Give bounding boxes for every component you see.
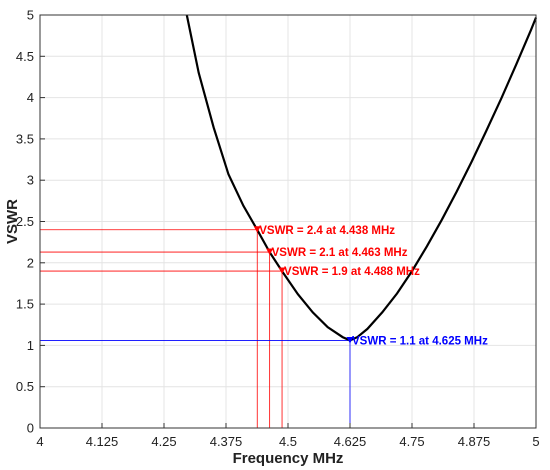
y-axis-label: VSWR <box>4 199 21 244</box>
vswr-curve <box>185 14 538 342</box>
y-tick-label: 3 <box>27 173 34 188</box>
marker-label: VSWR = 2.1 at 4.463 MHz <box>272 247 408 259</box>
x-tick-label: 4.875 <box>458 434 491 449</box>
x-tick-label: 5 <box>532 434 539 449</box>
x-tick-labels: 4 4.125 4.25 4.375 4.5 4.625 4.75 4.875 5 <box>36 423 540 449</box>
y-tick-label: 3.5 <box>16 131 34 146</box>
y-tick-label: 5 <box>27 8 34 23</box>
y-tick-label: 0 <box>27 421 34 436</box>
marker-point <box>266 248 274 256</box>
marker-point <box>278 267 286 275</box>
y-tick-label: 0.5 <box>16 379 34 394</box>
marker-label: VSWR = 1.1 at 4.625 MHz <box>352 335 488 347</box>
x-tick-label: 4.125 <box>86 434 119 449</box>
y-tick-label: 2 <box>27 255 34 270</box>
marker-label: VSWR = 2.4 at 4.438 MHz <box>259 225 395 237</box>
y-tick-label: 4.5 <box>16 49 34 64</box>
reference-lines <box>40 229 351 428</box>
x-tick-label: 4.375 <box>210 434 243 449</box>
x-tick-label: 4 <box>36 434 43 449</box>
marker-point <box>253 226 261 233</box>
x-axis-label: Frequency MHz <box>233 450 344 467</box>
y-tick-label: 1 <box>27 338 34 353</box>
x-tick-label: 4.5 <box>279 434 297 449</box>
marker-label: VSWR = 1.9 at 4.488 MHz <box>284 266 420 278</box>
y-tick-label: 2.5 <box>16 214 34 229</box>
y-tick-labels: 0 0.5 1 1.5 2 2.5 3 3.5 4 4.5 5 <box>16 8 45 436</box>
y-tick-label: 1.5 <box>16 297 34 312</box>
grid <box>39 14 537 429</box>
x-tick-label: 4.75 <box>399 434 424 449</box>
marker-annotations: VSWR = 2.4 at 4.438 MHz VSWR = 2.1 at 4.4… <box>253 225 488 347</box>
marker-point <box>346 336 354 344</box>
x-tick-label: 4.625 <box>334 434 367 449</box>
y-tick-label: 4 <box>27 90 34 105</box>
x-tick-label: 4.25 <box>151 434 176 449</box>
